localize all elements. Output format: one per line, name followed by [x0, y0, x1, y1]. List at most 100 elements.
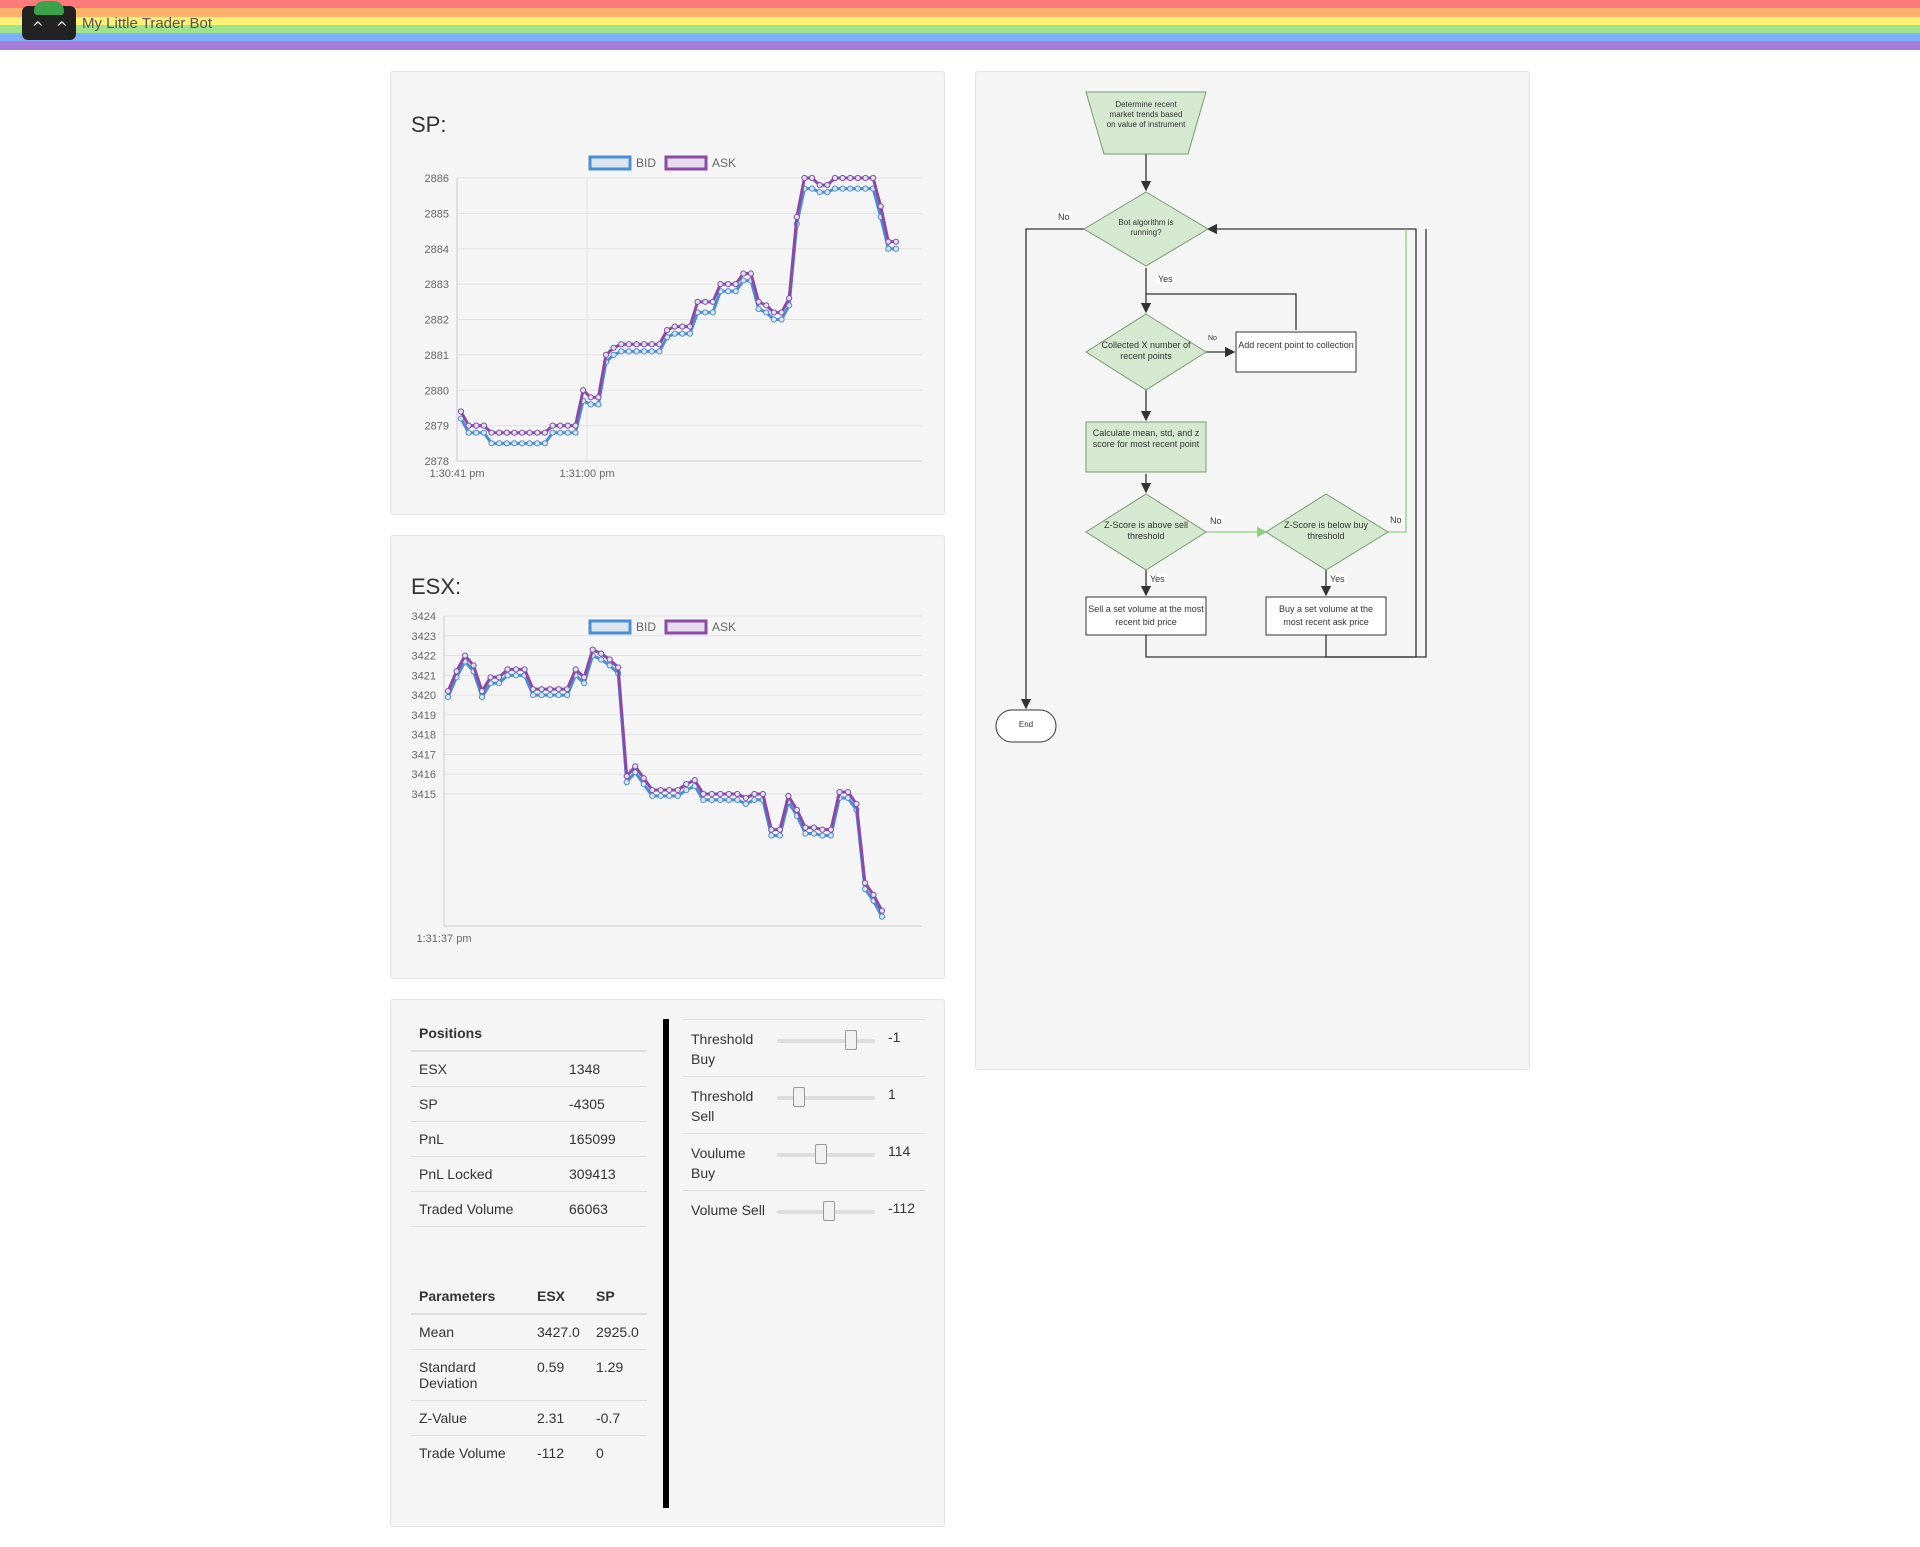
data-point-ask: [529, 686, 537, 693]
flow-below-buy-label: Z-Score is below buy threshold: [1283, 520, 1369, 541]
y-tick-label: 2885: [425, 208, 449, 220]
data-point-ask: [691, 777, 698, 784]
data-point-ask: [770, 309, 777, 316]
parameters-sp-header: SP: [588, 1279, 647, 1315]
data-point-bid: [444, 693, 452, 701]
flow-yes-label: Yes: [1148, 574, 1167, 584]
data-point-ask: [819, 826, 826, 833]
flow-end-label: End: [1018, 720, 1034, 729]
slider-panel: Threshold Buy -1 Threshold Sell 1 Voulum…: [683, 1019, 925, 1247]
data-point-bid: [709, 309, 716, 316]
data-point-ask: [808, 174, 816, 182]
data-point-ask: [732, 281, 739, 288]
slider-thumb[interactable]: [822, 1201, 835, 1221]
data-point-ask: [465, 422, 472, 429]
y-tick-label: 2886: [425, 173, 449, 185]
y-tick-label: 3420: [412, 690, 436, 702]
slider-thumb[interactable]: [844, 1030, 857, 1050]
data-point-bid: [465, 429, 472, 436]
data-point-ask: [793, 213, 800, 221]
y-tick-label: 2879: [425, 421, 449, 433]
brand[interactable]: ^ ^ My Little Trader Bot: [22, 1, 212, 40]
data-point-bid: [763, 309, 770, 316]
data-point-ask: [702, 298, 709, 305]
esx-chart: BID ASK 3424 3423 3422 3421 3420 3419 3418 3417…: [412, 611, 922, 945]
series-line-bid: [459, 187, 896, 445]
data-point-ask: [663, 327, 671, 334]
flow-add-point-node: [1235, 331, 1357, 373]
rainbow-stripe: [0, 0, 1920, 9]
data-point-ask: [831, 174, 839, 182]
data-point-ask: [751, 790, 758, 798]
data-point-bid: [656, 348, 663, 355]
data-point-ask: [511, 429, 518, 436]
data-point-ask: [877, 203, 884, 210]
data-point-bid: [557, 429, 564, 436]
data-point-bid: [496, 440, 503, 447]
data-point-bid: [649, 792, 656, 800]
flow-no-label: No: [1388, 515, 1404, 525]
data-point-ask: [674, 786, 681, 794]
data-point-bid: [657, 792, 664, 800]
parameter-label: Z-Value: [411, 1400, 529, 1436]
data-point-bid: [473, 429, 480, 436]
parameter-esx: 0.59: [529, 1349, 588, 1401]
data-point-bid: [708, 796, 715, 804]
data-point-ask: [666, 786, 673, 794]
parameter-label: Standard Deviation: [411, 1349, 529, 1401]
data-point-ask: [564, 422, 571, 429]
data-point-ask: [555, 686, 562, 693]
slider-row-threshold-buy: Threshold Buy -1: [683, 1019, 925, 1076]
flow-add-point-label: Add recent point to collection: [1238, 340, 1354, 350]
data-point-ask: [844, 788, 852, 796]
slider-thumb[interactable]: [815, 1144, 828, 1164]
data-point-bid: [547, 692, 554, 699]
legend-bid-swatch: [588, 619, 632, 635]
parameter-esx: 3427.0: [529, 1313, 588, 1350]
parameter-sp: 2925.0: [588, 1313, 647, 1350]
data-point-bid: [641, 348, 648, 355]
data-point-ask: [839, 174, 846, 182]
series-line-ask: [446, 647, 884, 912]
position-label: PnL: [411, 1121, 561, 1157]
data-point-ask: [878, 907, 886, 914]
data-point-ask: [461, 652, 469, 659]
y-tick-label: 2884: [425, 244, 449, 256]
y-tick-label: 3421: [412, 670, 436, 682]
flow-yes-label: Yes: [1156, 274, 1175, 284]
data-point-ask: [496, 429, 503, 436]
data-point-bid: [503, 440, 510, 447]
flowchart-card: Determine recent market trends based on …: [975, 71, 1530, 1070]
parameter-esx: 2.31: [529, 1400, 588, 1436]
data-point-ask: [816, 181, 823, 189]
data-point-ask: [836, 788, 843, 796]
data-point-ask: [606, 656, 613, 663]
data-point-bid: [808, 185, 816, 192]
data-point-ask: [648, 341, 655, 348]
y-tick-label: 2883: [425, 279, 449, 291]
data-point-ask: [854, 174, 861, 182]
series-line-ask: [459, 176, 896, 435]
flow-connector: [1020, 228, 1084, 710]
legend-bid-label: BID: [636, 620, 656, 634]
data-point-ask: [747, 270, 755, 277]
threshold-buy-slider[interactable]: [777, 1039, 875, 1043]
data-point-ask: [512, 666, 520, 673]
data-point-ask: [618, 341, 625, 348]
y-tick-label: 3417: [412, 749, 436, 761]
y-tick-label: 3423: [412, 631, 436, 643]
esx-chart-title: ESX:: [411, 574, 462, 599]
data-point-ask: [657, 786, 664, 794]
data-point-ask: [615, 664, 622, 671]
data-point-ask: [870, 174, 877, 182]
data-point-ask: [473, 422, 480, 429]
positions-header: Positions: [411, 1016, 647, 1052]
data-point-ask: [632, 763, 639, 770]
rainbow-stripe: [0, 16, 1920, 25]
slider-thumb[interactable]: [792, 1087, 805, 1107]
threshold-sell-slider[interactable]: [777, 1096, 875, 1100]
flowchart: [995, 91, 1427, 743]
legend-ask-swatch: [664, 619, 708, 635]
data-point-ask: [504, 666, 511, 673]
slider-row-threshold-sell: Threshold Sell 1: [683, 1076, 925, 1133]
